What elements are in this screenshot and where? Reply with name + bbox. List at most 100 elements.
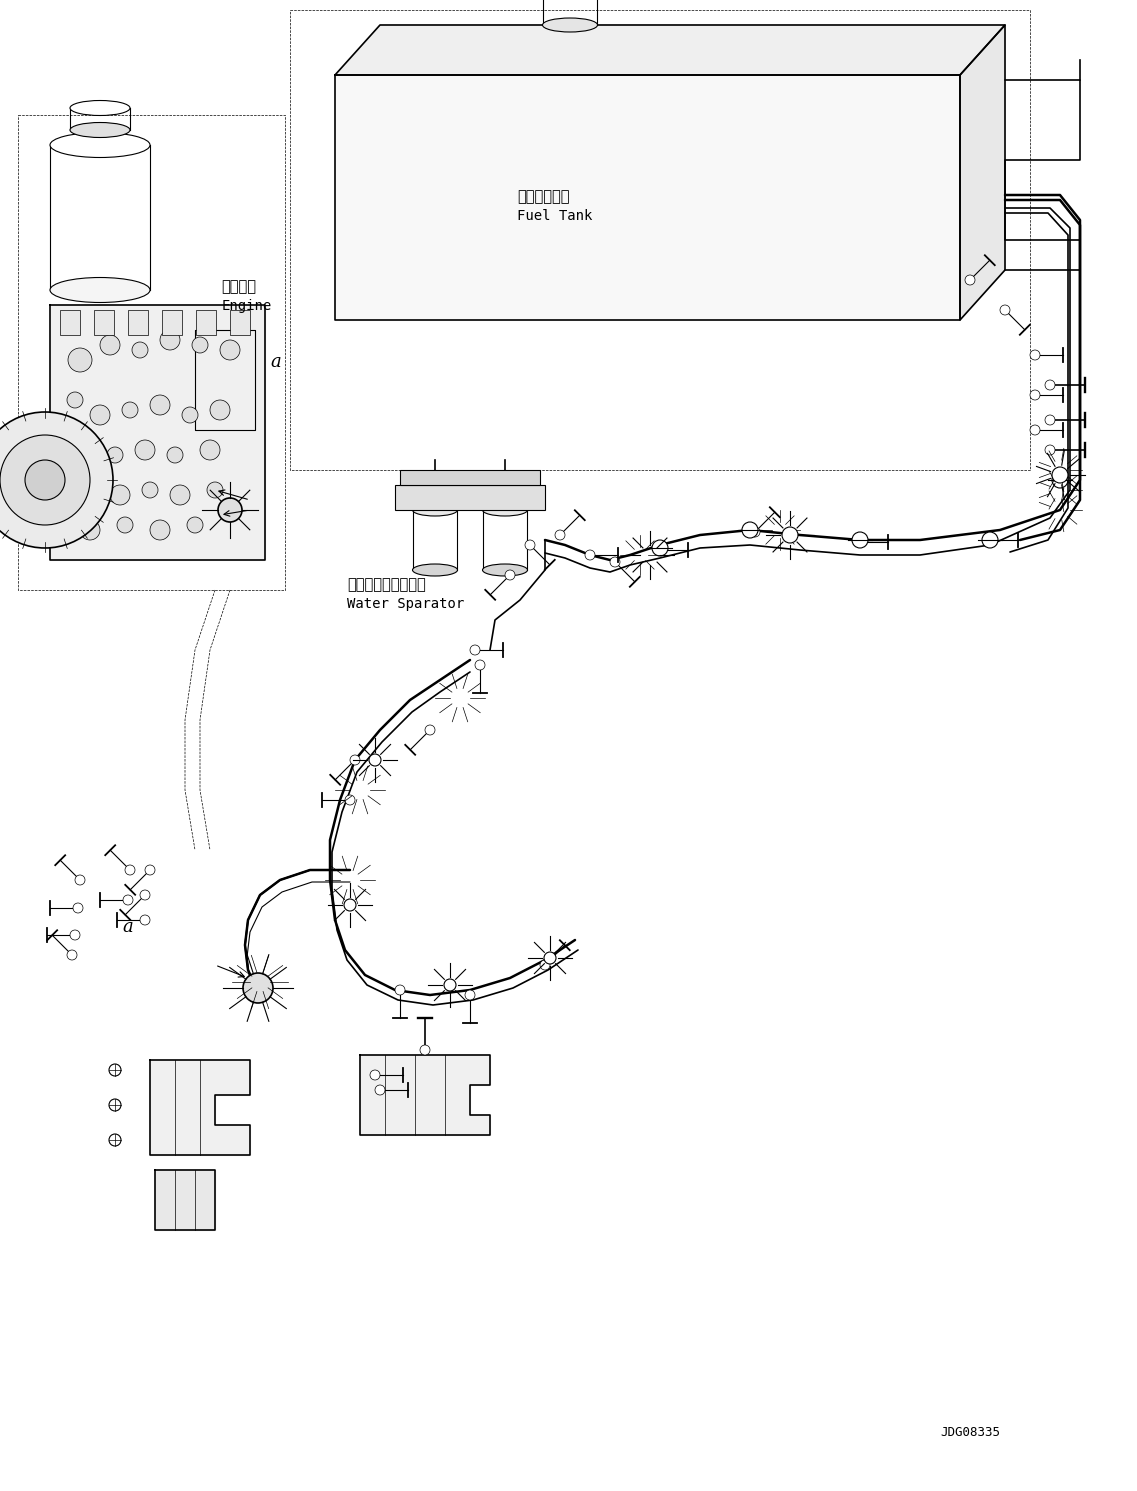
Circle shape xyxy=(1030,425,1040,435)
Bar xyxy=(230,310,250,335)
Text: エンジン: エンジン xyxy=(222,279,257,294)
Circle shape xyxy=(210,400,230,420)
Text: JDG08335: JDG08335 xyxy=(940,1425,1001,1439)
Circle shape xyxy=(123,895,133,905)
Ellipse shape xyxy=(542,18,598,31)
Circle shape xyxy=(540,960,550,971)
Circle shape xyxy=(1001,306,1010,315)
Polygon shape xyxy=(360,1056,490,1135)
Circle shape xyxy=(160,330,180,350)
Circle shape xyxy=(75,875,85,886)
Circle shape xyxy=(132,341,148,358)
Circle shape xyxy=(445,980,456,992)
Polygon shape xyxy=(155,1170,215,1230)
Circle shape xyxy=(171,485,190,505)
Circle shape xyxy=(109,1065,121,1077)
Circle shape xyxy=(90,406,110,425)
Circle shape xyxy=(1052,467,1068,483)
Bar xyxy=(60,310,80,335)
Circle shape xyxy=(370,1071,380,1079)
Circle shape xyxy=(586,550,595,561)
Circle shape xyxy=(25,461,65,499)
Circle shape xyxy=(555,529,565,540)
Circle shape xyxy=(140,890,150,901)
Circle shape xyxy=(1030,350,1040,359)
Bar xyxy=(395,485,545,510)
Polygon shape xyxy=(50,306,265,561)
Circle shape xyxy=(107,447,123,464)
Bar xyxy=(161,310,182,335)
Circle shape xyxy=(852,532,868,549)
Circle shape xyxy=(109,1135,121,1147)
Circle shape xyxy=(125,865,135,875)
Ellipse shape xyxy=(413,504,457,516)
Circle shape xyxy=(70,930,80,939)
Bar xyxy=(400,470,540,485)
Polygon shape xyxy=(960,25,1005,321)
Circle shape xyxy=(505,570,515,580)
Circle shape xyxy=(117,517,133,532)
Circle shape xyxy=(609,558,620,567)
Circle shape xyxy=(218,498,242,522)
Circle shape xyxy=(150,520,171,540)
Ellipse shape xyxy=(50,133,150,158)
Circle shape xyxy=(135,440,155,461)
Text: Water Sparator: Water Sparator xyxy=(347,596,464,611)
Circle shape xyxy=(475,661,485,669)
Circle shape xyxy=(425,725,435,735)
Circle shape xyxy=(782,526,798,543)
Circle shape xyxy=(543,951,556,965)
Circle shape xyxy=(420,1045,430,1056)
Circle shape xyxy=(67,392,83,409)
Bar xyxy=(128,310,148,335)
Circle shape xyxy=(742,522,758,538)
Circle shape xyxy=(167,447,183,464)
Text: フェルタンク: フェルタンク xyxy=(517,189,570,204)
Text: a: a xyxy=(123,918,133,936)
Circle shape xyxy=(1045,444,1055,455)
Circle shape xyxy=(652,540,669,556)
Ellipse shape xyxy=(50,277,150,303)
Circle shape xyxy=(68,347,92,371)
Text: ウォータセパレータ: ウォータセパレータ xyxy=(347,577,425,592)
Circle shape xyxy=(395,986,405,994)
Circle shape xyxy=(182,407,198,423)
Circle shape xyxy=(1030,391,1040,400)
Circle shape xyxy=(655,546,665,555)
Circle shape xyxy=(370,754,381,766)
Circle shape xyxy=(965,274,976,285)
Circle shape xyxy=(982,532,998,549)
Circle shape xyxy=(375,1085,385,1094)
Polygon shape xyxy=(150,1060,250,1156)
Circle shape xyxy=(80,520,100,540)
Circle shape xyxy=(243,974,273,1003)
Circle shape xyxy=(345,899,356,911)
Circle shape xyxy=(70,440,90,461)
Circle shape xyxy=(142,482,158,498)
Circle shape xyxy=(855,537,865,547)
Circle shape xyxy=(525,540,536,550)
Text: a: a xyxy=(271,353,281,371)
Polygon shape xyxy=(335,25,1005,75)
Circle shape xyxy=(146,865,155,875)
Circle shape xyxy=(219,340,240,359)
Circle shape xyxy=(465,990,475,1000)
Circle shape xyxy=(109,1099,121,1111)
Circle shape xyxy=(345,795,355,805)
Ellipse shape xyxy=(70,122,130,137)
Circle shape xyxy=(750,526,760,537)
Ellipse shape xyxy=(413,564,457,576)
Bar xyxy=(94,310,114,335)
Ellipse shape xyxy=(482,504,528,516)
Circle shape xyxy=(122,403,138,417)
Circle shape xyxy=(350,754,360,765)
Circle shape xyxy=(1045,380,1055,391)
Text: Engine: Engine xyxy=(222,298,272,313)
Circle shape xyxy=(0,412,113,549)
Circle shape xyxy=(0,435,90,525)
Circle shape xyxy=(110,485,130,505)
Circle shape xyxy=(192,337,208,353)
Circle shape xyxy=(186,517,204,532)
Circle shape xyxy=(1052,473,1068,488)
Circle shape xyxy=(140,915,150,924)
